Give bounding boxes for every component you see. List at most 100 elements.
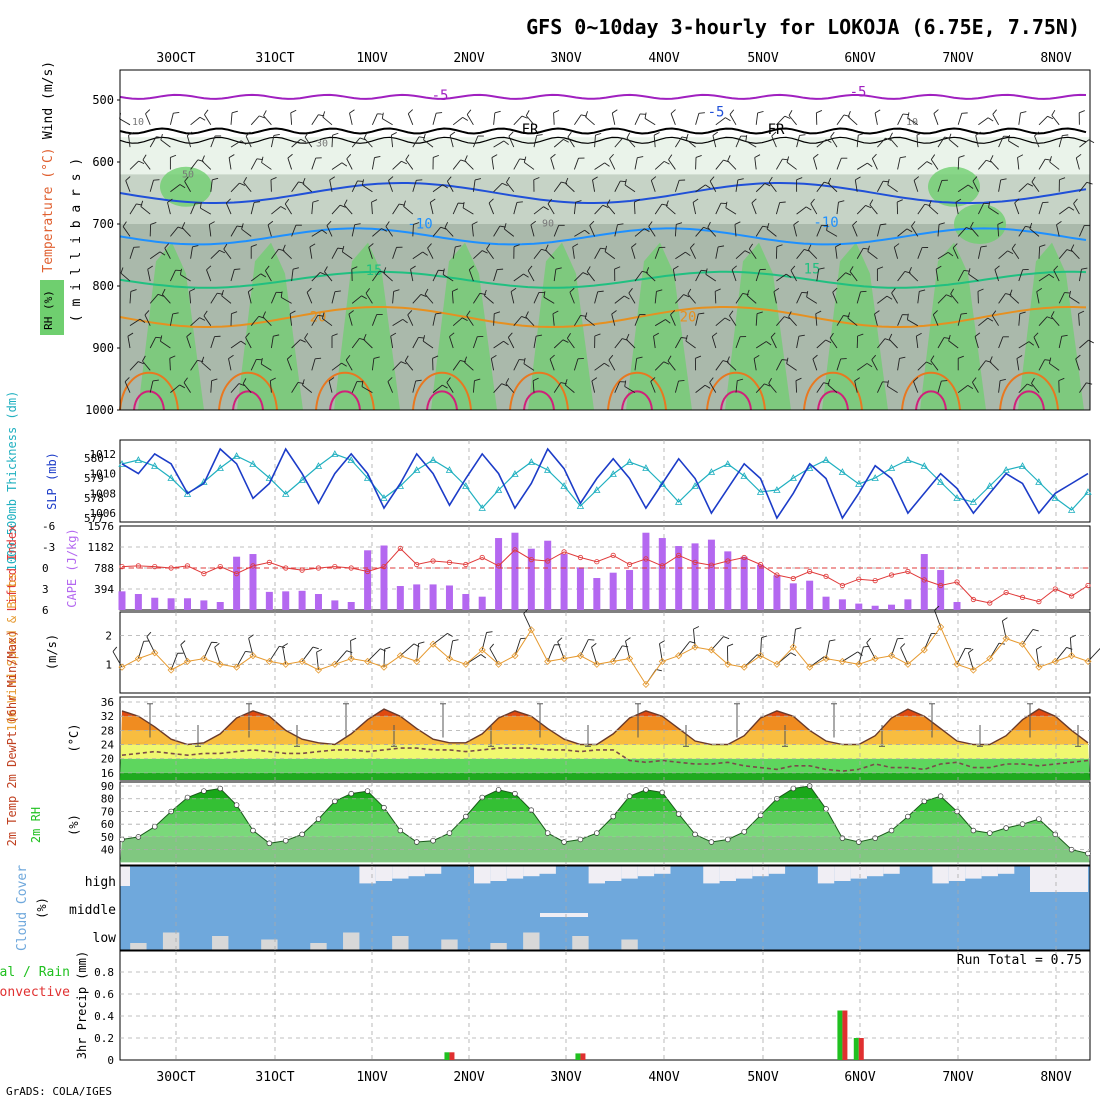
upper-wind-barb xyxy=(594,162,605,170)
lifted-index-marker xyxy=(414,561,420,568)
upper-wind-barb-feather xyxy=(597,290,604,293)
rh2m-line xyxy=(121,785,1089,854)
upper-wind-barb xyxy=(897,314,903,326)
upper-wind-barb xyxy=(786,363,797,371)
rh2m-marker xyxy=(626,793,633,799)
low-cloud-block xyxy=(523,932,540,950)
thickness-marker xyxy=(413,466,421,473)
high-cloud-block xyxy=(424,866,442,874)
upper-wind-barb-feather xyxy=(525,311,529,318)
upper-wind-barb xyxy=(363,339,373,349)
upper-wind-barb-feather xyxy=(1031,176,1036,183)
rh2m-marker xyxy=(217,785,223,792)
upper-panel-frame xyxy=(119,69,1091,411)
upper-wind-barb-feather xyxy=(634,199,641,203)
upper-wind-barb xyxy=(371,113,378,125)
upper-wind-barb-feather xyxy=(894,243,900,248)
upper-wind-barb-feather xyxy=(906,313,909,320)
temp-band-fill xyxy=(120,772,1090,780)
upper-wind-barb-feather xyxy=(653,332,659,337)
upper-wind-barb-feather xyxy=(860,290,867,293)
low-cloud-block xyxy=(130,943,147,950)
axis-label-rh2m-units: (%) xyxy=(67,814,81,836)
upper-wind-barb xyxy=(1069,296,1080,304)
pressure-level-label: 600 xyxy=(92,155,114,169)
upper-wind-barb xyxy=(871,359,878,371)
contour-label: -10 xyxy=(407,216,432,232)
lifted-index-marker xyxy=(512,547,518,553)
upper-wind-barb xyxy=(1038,359,1046,371)
chart-title: GFS 0~10day 3-hourly for LOKOJA (6.75E, … xyxy=(526,15,1080,39)
upper-wind-barb-feather xyxy=(404,355,409,362)
upper-wind-barb-feather xyxy=(701,269,708,272)
upper-wind-barb xyxy=(169,313,174,326)
upper-wind-barb-feather xyxy=(885,137,892,141)
upper-wind-barb xyxy=(611,112,616,125)
temp-contour-surface-magenta xyxy=(523,390,555,411)
upper-wind-barb xyxy=(957,184,969,193)
upper-wind-barb-feather xyxy=(650,377,656,382)
upper-wind-barb-feather xyxy=(150,222,157,225)
precip-run-total: Run Total = 0.75 xyxy=(957,953,1082,968)
upper-wind-barb-feather xyxy=(1036,287,1043,292)
upper-wind-barb-feather xyxy=(606,199,611,206)
upper-wind-barb-feather xyxy=(852,220,858,226)
upper-wind-barb xyxy=(574,229,585,237)
lifted-index-marker xyxy=(528,556,534,563)
low-cloud-block xyxy=(572,936,589,950)
upper-wind-barb-feather xyxy=(695,155,702,158)
upper-wind-barb-feather xyxy=(975,131,981,136)
thickness-tick-label: 578 xyxy=(84,492,104,505)
upper-wind-barb-feather xyxy=(420,294,427,297)
upper-wind-barb xyxy=(816,382,824,393)
precip-tick-label: 0.8 xyxy=(94,966,114,979)
upper-wind-barb xyxy=(1070,249,1080,260)
upper-wind-barb xyxy=(270,292,277,304)
cape-bar xyxy=(675,546,683,610)
upper-wind-barb-feather xyxy=(990,155,994,161)
high-cloud-block xyxy=(981,866,998,877)
upper-wind-barb-feather xyxy=(172,312,179,315)
upper-wind-barb xyxy=(510,291,515,304)
upper-wind-barb xyxy=(412,136,420,148)
upper-wind-barb-feather xyxy=(683,294,690,298)
wind-speed-marker xyxy=(1068,652,1076,660)
lifted-index-marker xyxy=(184,563,191,569)
upper-wind-barb xyxy=(856,135,859,148)
upper-wind-barb xyxy=(1050,316,1060,326)
upper-wind-barb-feather xyxy=(673,265,679,270)
thickness-marker xyxy=(544,466,552,473)
lifted-index-marker xyxy=(905,568,911,575)
rh2m-marker xyxy=(610,813,616,820)
upper-wind-barb-feather xyxy=(919,289,926,292)
thickness-marker xyxy=(609,470,617,477)
thickness-marker xyxy=(560,482,568,489)
upper-wind-barb-feather xyxy=(737,378,744,382)
upper-wind-barb xyxy=(362,184,373,193)
upper-wind-barb xyxy=(371,358,375,371)
axis-label-precip-convective: Convective xyxy=(0,985,70,1000)
upper-wind-barb-feather xyxy=(442,268,445,275)
upper-wind-barb-feather xyxy=(871,354,877,361)
wind-speed-marker xyxy=(658,657,666,666)
upper-wind-barb-feather xyxy=(322,111,326,118)
surface-wind-barb xyxy=(678,641,691,656)
upper-wind-barb xyxy=(291,382,299,393)
rh2m-marker xyxy=(528,807,535,813)
lifted-index-tick-label: 6 xyxy=(42,604,49,617)
upper-wind-barb-feather xyxy=(462,117,469,121)
upper-wind-barb xyxy=(709,382,717,393)
cape-bar xyxy=(691,543,699,610)
upper-wind-barb-feather xyxy=(867,245,870,252)
upper-wind-barb xyxy=(775,202,781,215)
rh2m-band-fill xyxy=(120,786,1090,799)
contour-label: 30 xyxy=(316,139,328,150)
upper-wind-barb xyxy=(545,249,555,260)
upper-wind-barb xyxy=(634,358,638,371)
upper-wind-barb-feather xyxy=(270,176,277,181)
upper-wind-barb-feather xyxy=(147,265,153,270)
upper-wind-barb xyxy=(149,294,159,304)
upper-wind-barb-feather xyxy=(328,377,335,382)
cape-bar xyxy=(888,604,896,610)
